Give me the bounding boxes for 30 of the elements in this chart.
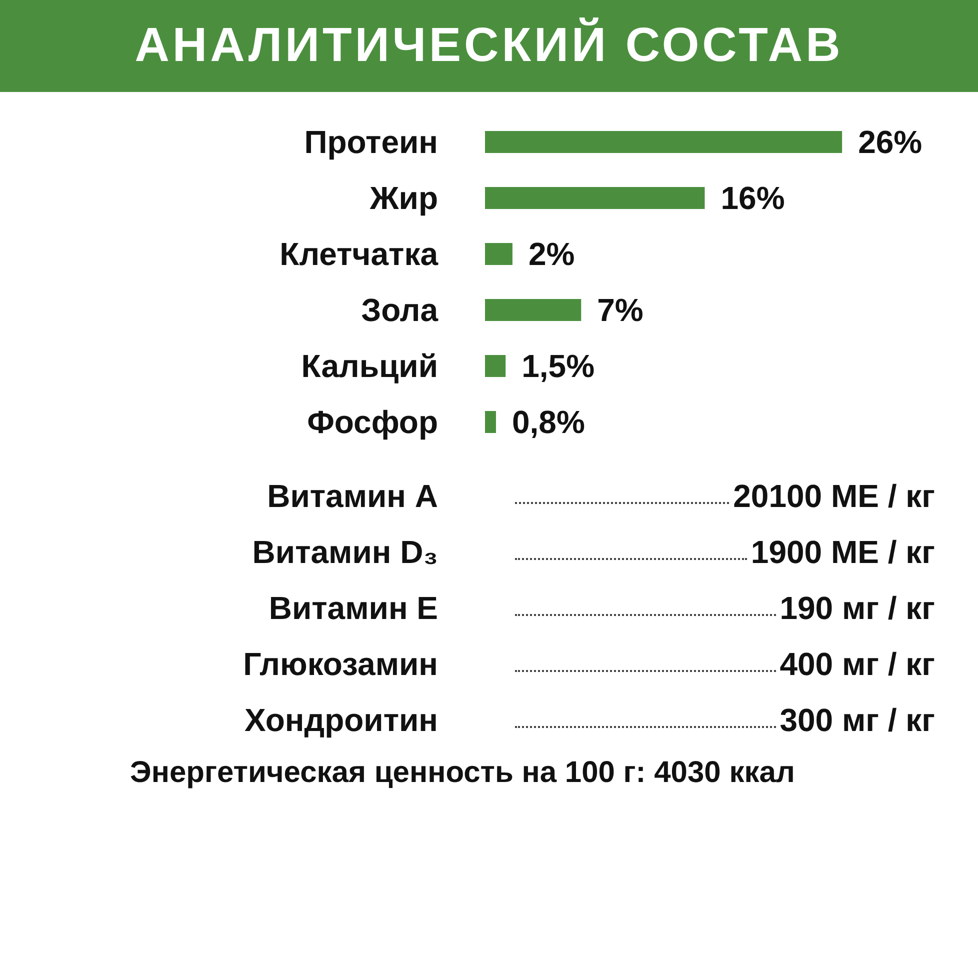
y-tick-label: Протеин [304,124,438,160]
data-label: 2% [528,236,575,272]
y-tick-label: Зола [361,292,438,328]
text: 1900 МЕ / кг [746,534,935,571]
data-label: 7% [597,292,644,328]
y-tick-label: Фосфор [307,404,438,440]
data-label: 16% [720,180,785,216]
chart-title: АНАЛИТИЧЕСКИЙ СОСТАВ [0,0,978,92]
text: Глюкозамин [243,646,438,683]
text: 400 мг / кг [776,646,935,683]
text: 20100 МЕ / кг [729,478,935,515]
bar [485,243,512,265]
y-tick-label: Кальций [301,348,438,384]
bar [485,187,705,209]
text: 190 мг / кг [776,590,935,627]
data-label: 26% [858,124,922,160]
text: Витамин E [268,590,438,627]
text: 300 мг / кг [776,702,935,739]
text: Хондроитин [244,702,438,739]
bar [485,355,506,377]
bar [485,131,842,153]
bar [485,299,582,321]
data-label: 1,5% [522,348,595,384]
y-tick-label: Клетчатка [280,236,438,272]
bar [485,411,496,433]
y-tick-label: Жир [368,180,438,216]
data-label: 0,8% [512,404,585,440]
text: Энергетическая ценность на 100 г: 4030 ккал [130,756,795,790]
text: Витамин A [267,478,438,515]
text: Витамин D₃ [252,534,438,571]
